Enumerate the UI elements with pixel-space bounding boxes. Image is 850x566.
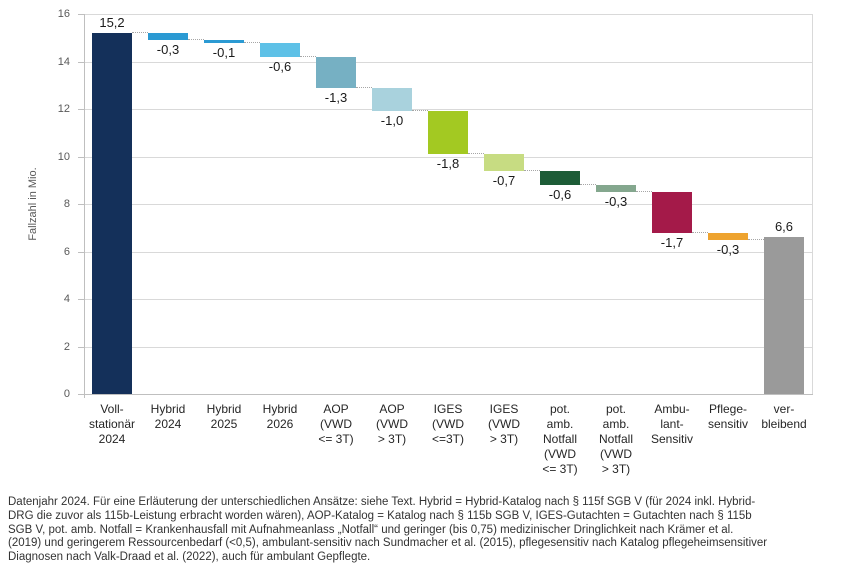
y-tick-label: 14 [57,55,70,68]
waterfall-bar [652,192,692,233]
waterfall-bar [596,185,636,193]
y-tick-label: 0 [63,388,70,400]
plot-right-border [812,14,813,395]
gridline [84,346,812,348]
waterfall-bar [92,33,132,394]
y-tick-mark [78,14,84,15]
y-tick-mark [78,109,84,110]
x-axis-label: IGES (VWD <=3T) [431,402,464,446]
x-axis-label: Ambu- lant- Sensitiv [650,402,694,446]
x-axis-label: Hybrid 2025 [206,402,242,431]
gridline [84,299,812,300]
x-axis-label: IGES (VWD > 3T) [488,402,520,446]
x-axis-label: AOP (VWD > 3T) [376,402,408,446]
footnote: Datenjahr 2024. Für eine Erläuterung der… [8,496,846,565]
y-tick-label: 2 [63,340,70,353]
gridline [84,251,812,253]
footnote-line: Datenjahr 2024. Für eine Erläuterung der… [8,496,756,508]
waterfall-bar [372,87,412,112]
connector-line [300,55,316,57]
connector-line [356,86,372,88]
connector-line [524,169,540,171]
gridline [84,61,812,63]
x-axis-label: AOP (VWD <= 3T) [318,402,354,446]
y-tick-label: 8 [63,198,70,210]
bar-value-label: 15,2 [99,15,125,30]
x-axis-label: pot. amb. Notfall (VWD <= 3T) [542,402,578,476]
y-tick-label: 4 [63,293,70,305]
footnote-line: (2019) und geringerem Ressourcenbedarf (… [8,537,768,550]
x-axis-label: Hybrid 2024 [150,402,186,431]
waterfall-bar [484,154,524,171]
y-tick-mark [78,346,84,348]
y-axis-line [84,14,85,398]
bar-value-label: -1,7 [660,234,684,250]
gridline [84,109,812,110]
bar-value-label: -0,3 [604,194,628,210]
y-tick-label: 6 [63,245,70,258]
waterfall-chart: Fallzahl in Mio. 0 2 4 6 8 10 12 14 16 15,2 Voll- … [27,8,813,476]
connector-line [132,32,148,33]
footnote-line: DRG die zuvor als 115b-Leistung erbracht… [8,509,752,522]
waterfall-bar [204,40,244,43]
x-axis-label: Hybrid 2026 [262,402,298,431]
bar-value-label: -0,6 [268,58,292,74]
bar-value-label: -0,3 [716,241,740,257]
x-axis-label: Pflege- sensitiv [707,402,748,431]
y-tick-label: 10 [57,150,70,163]
waterfall-bar [260,42,300,57]
x-axis-line [84,394,813,395]
y-tick-label: 16 [57,8,70,20]
x-axis-label: ver- bleibend [761,402,807,431]
waterfall-bar [148,33,188,41]
y-tick-mark [78,156,84,158]
y-tick-mark [78,394,84,395]
gridline [84,156,812,158]
bar-value-label: 6,6 [774,219,794,235]
bar-value-label: -0,3 [156,42,180,58]
connector-line [412,110,428,112]
y-tick-mark [78,251,84,253]
bar-value-label: -1,0 [380,113,404,129]
waterfall-bar [316,56,356,88]
connector-line [244,41,260,43]
y-tick-mark [78,204,84,205]
gridline [84,204,812,205]
waterfall-bar [764,237,804,394]
connector-line [636,191,652,193]
gridline [84,14,812,15]
connector-line [188,39,204,41]
footnote-line: SGB V, pot. amb. Notfall = Krankenhausfa… [8,523,734,536]
bar-value-label: -1,8 [436,156,460,172]
footnote-line: Diagnosen nach Valk-Draad et al. (2022),… [8,551,371,564]
x-axis-label: pot. amb. Notfall (VWD > 3T) [598,402,633,476]
y-tick-mark [78,299,84,300]
connector-line [692,231,708,233]
y-tick-mark [78,61,84,63]
bar-value-label: -0,1 [212,44,236,60]
waterfall-bar [708,232,748,240]
connector-line [468,153,484,155]
y-tick-label: 12 [57,103,70,115]
x-axis-label: Voll- stationär 2024 [88,402,136,446]
waterfall-bar [428,111,468,155]
bar-value-label: -0,6 [548,187,572,202]
bar-value-label: -1,3 [324,89,348,105]
connector-line [748,238,764,240]
connector-line [580,184,596,185]
waterfall-bar [540,170,580,185]
bar-value-label: -0,7 [492,172,516,188]
